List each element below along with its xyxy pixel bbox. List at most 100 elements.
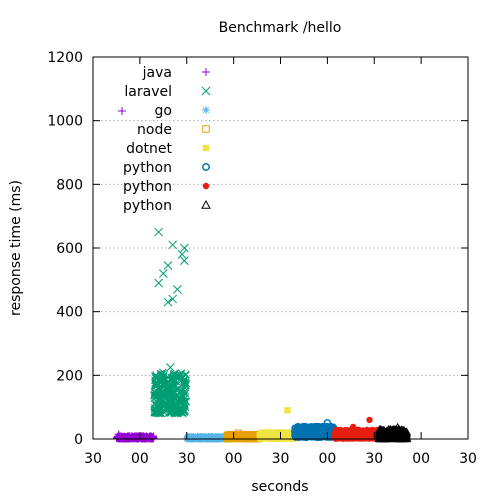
data-point — [300, 433, 308, 441]
data-point — [213, 433, 221, 441]
legend-label: go — [155, 103, 172, 119]
data-point — [224, 434, 231, 442]
data-point — [165, 409, 173, 417]
x-tick-label: 00 — [225, 451, 243, 467]
y-tick-label: 400 — [56, 305, 83, 321]
data-point — [152, 372, 161, 381]
data-point — [151, 379, 160, 387]
series-7-python — [374, 422, 412, 443]
x-tick-label: 30 — [365, 451, 383, 467]
data-point — [160, 371, 168, 379]
legend-label: python — [123, 198, 172, 214]
data-point — [389, 425, 399, 433]
data-point — [156, 409, 164, 417]
data-point-outlier — [165, 363, 175, 372]
legend-marker — [202, 163, 210, 171]
data-point-outlier — [114, 430, 123, 439]
data-point-outlier — [163, 297, 173, 307]
y-tick-label: 800 — [56, 177, 83, 193]
data-point — [360, 432, 367, 438]
data-point — [278, 432, 284, 438]
data-point — [343, 431, 350, 438]
legend-marker — [202, 68, 210, 76]
data-point — [397, 425, 406, 434]
y-axis-label: response time (ms) — [8, 180, 24, 316]
legend-label: python — [123, 160, 172, 176]
legend-marker — [202, 125, 210, 133]
y-tick-label: 1000 — [47, 114, 83, 130]
data-point — [334, 432, 340, 438]
x-tick-label: 00 — [318, 451, 336, 467]
data-point — [182, 398, 191, 406]
data-point — [400, 427, 410, 436]
data-point — [173, 385, 182, 394]
data-point — [116, 433, 124, 441]
data-point-outlier — [168, 240, 178, 250]
data-point-outlier — [180, 243, 189, 253]
data-point — [151, 371, 160, 379]
legend-label: python — [123, 179, 172, 195]
data-point — [175, 372, 183, 380]
data-point — [205, 432, 213, 440]
data-point — [159, 379, 168, 388]
x-tick-label: 30 — [84, 451, 102, 467]
data-point — [170, 369, 179, 378]
data-point — [167, 373, 176, 382]
series-2-go — [183, 432, 231, 443]
data-point-outlier — [284, 407, 291, 414]
data-point-outlier — [323, 419, 332, 428]
legend-label: node — [137, 122, 172, 138]
data-point — [377, 425, 386, 434]
data-point-outlier — [180, 256, 189, 266]
data-point-outlier — [154, 278, 163, 288]
data-point-outlier — [392, 422, 403, 432]
data-point — [273, 434, 279, 441]
data-point — [173, 407, 182, 416]
data-point — [151, 382, 159, 390]
y-tick-label: 1200 — [47, 50, 83, 66]
data-point-outlier — [168, 294, 178, 304]
data-point — [162, 393, 171, 402]
data-point — [374, 433, 384, 441]
legend-marker — [202, 182, 210, 190]
legend-label: java — [142, 65, 172, 81]
data-point — [259, 433, 266, 439]
data-point — [265, 435, 272, 442]
data-point — [158, 368, 167, 377]
axes: 0 200 400 600 800 1000 1200 30 00 30 00 30 00 30 00 30 — [47, 50, 477, 467]
x-tick-label: 30 — [459, 451, 477, 467]
data-point — [401, 433, 411, 441]
data-point — [355, 430, 362, 436]
data-point-outlier — [163, 261, 173, 270]
data-point — [388, 433, 398, 442]
data-point — [183, 434, 191, 442]
y-tick-label: 600 — [56, 241, 83, 257]
legend: java laravel go node dotnet python python pytho… — [118, 65, 211, 214]
legend-marker — [201, 86, 211, 96]
series-3-node — [223, 429, 263, 443]
data-point — [166, 383, 175, 391]
data-point — [173, 400, 181, 408]
data-point — [318, 428, 326, 436]
data-point — [155, 394, 164, 403]
y-tick-label: 200 — [56, 368, 83, 384]
grid — [93, 120, 468, 376]
data-point — [177, 405, 186, 414]
data-point-outlier — [234, 429, 243, 437]
x-tick-label: 30 — [272, 451, 290, 467]
data-point — [393, 426, 403, 434]
data-point — [369, 429, 375, 436]
legend-marker — [202, 144, 210, 152]
plot-marks — [113, 227, 412, 443]
data-point — [239, 433, 246, 441]
data-point — [262, 431, 269, 438]
data-point-outlier — [173, 285, 182, 294]
data-point — [325, 424, 333, 432]
data-point — [126, 434, 134, 442]
data-point — [170, 380, 179, 389]
data-point — [142, 434, 150, 442]
y-tick-label: 0 — [74, 432, 83, 448]
data-point — [159, 382, 168, 391]
data-point-outlier — [154, 227, 163, 237]
